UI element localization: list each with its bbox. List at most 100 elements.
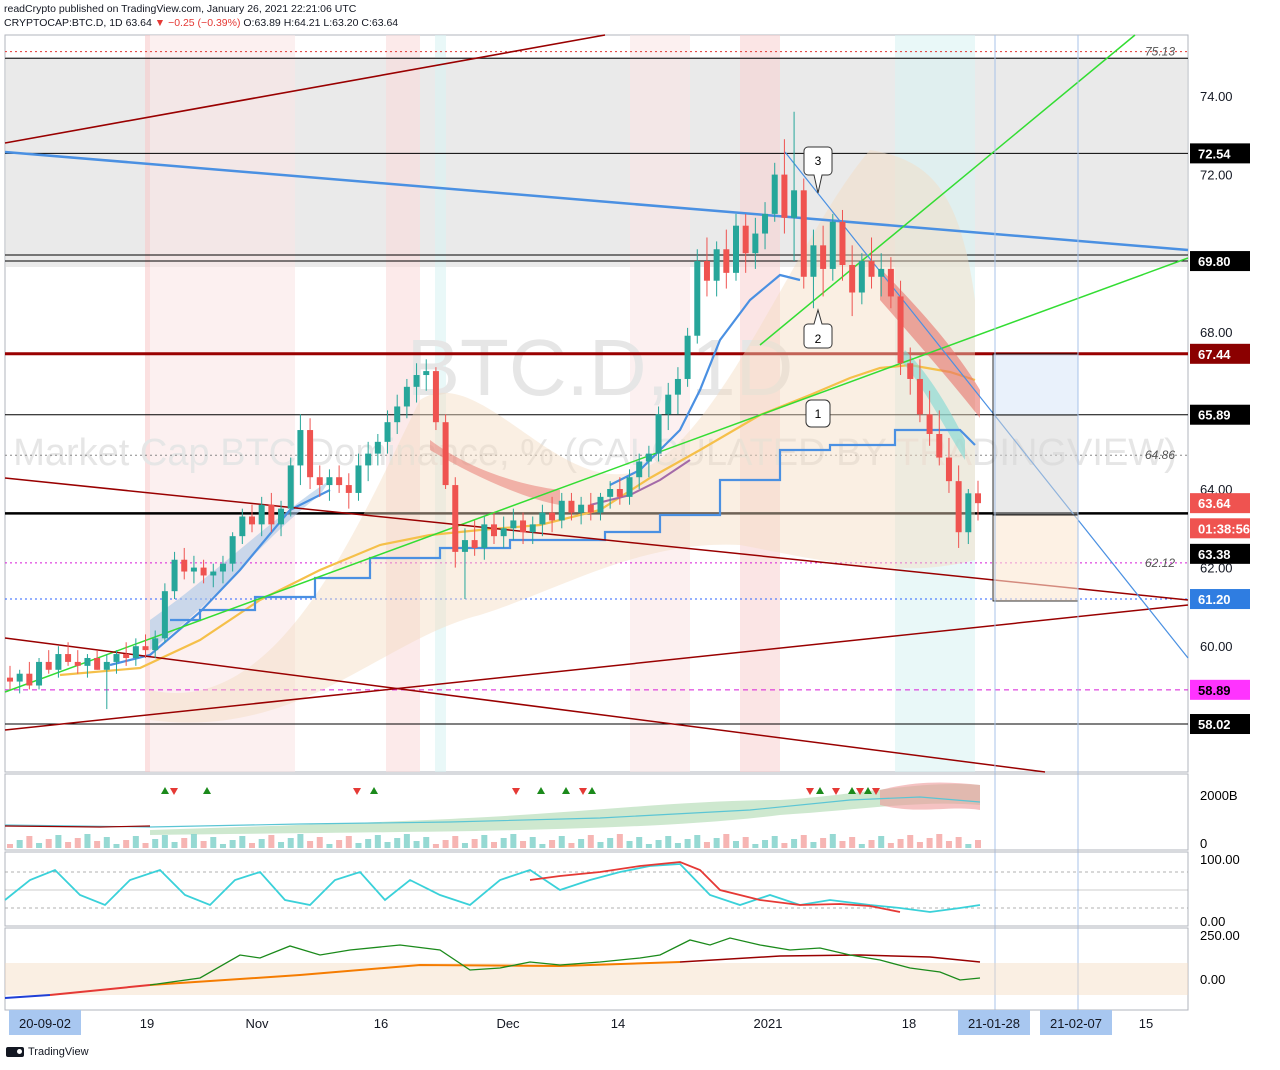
candle	[249, 504, 255, 533]
volume-bar	[442, 840, 449, 848]
trendline-darkred-down2	[4, 637, 1046, 773]
volume-bar	[336, 840, 343, 848]
candle	[500, 516, 507, 548]
candle	[674, 367, 681, 415]
candle-body	[510, 520, 517, 529]
price-label-bg	[1190, 143, 1250, 164]
candle-body	[975, 493, 981, 504]
candle	[268, 492, 275, 533]
watermark-symbol: BTC.D, 1D	[407, 323, 794, 412]
oscillator-pane-frame	[4, 851, 1189, 927]
candle-body	[316, 477, 323, 486]
candle	[887, 257, 894, 309]
candle	[152, 630, 159, 658]
signal-up-icon	[562, 787, 570, 794]
signal-band-0	[145, 35, 150, 772]
signal-up-icon	[864, 787, 872, 794]
candles	[7, 111, 981, 710]
candle-body	[558, 500, 565, 521]
trendline-darkred-down1	[4, 477, 1189, 601]
candle	[849, 245, 856, 317]
volume-bar	[200, 841, 207, 848]
ohlc-close: C:63.64	[361, 17, 399, 29]
candle	[713, 241, 720, 297]
time-axis[interactable]: 20-09-02 19 Nov 16 Dec 14 2021 18 21-01-28 21-02-…	[9, 1010, 1153, 1035]
volume-signal-line	[4, 796, 981, 828]
candle-body	[694, 261, 701, 336]
volume-bar	[65, 842, 72, 848]
candle	[394, 394, 401, 434]
candle	[762, 202, 769, 250]
price-label-bg	[1190, 493, 1250, 514]
candle-body	[491, 524, 497, 537]
candle-body	[26, 673, 33, 686]
red-ribbon-2	[430, 440, 560, 505]
candle-body	[152, 638, 159, 651]
candle-body	[878, 268, 885, 277]
candle	[510, 508, 517, 541]
volume-bar	[752, 844, 759, 848]
osc-axis-100: 100.00	[1200, 852, 1240, 867]
candle	[219, 555, 226, 584]
volume-bar	[936, 834, 943, 848]
volume-bar	[568, 843, 575, 848]
candle	[123, 642, 130, 666]
volume-bar	[703, 842, 710, 848]
candle-body	[945, 457, 952, 482]
main-pane-frame	[4, 34, 1189, 773]
volume-bar	[74, 838, 81, 848]
candle	[829, 213, 836, 281]
candle	[781, 139, 788, 234]
projection-box-blue	[992, 353, 1079, 416]
volume-bar	[345, 836, 352, 848]
ohlc-low: L:63.20	[323, 17, 359, 29]
candle	[55, 646, 62, 678]
volume-bar	[113, 844, 120, 848]
volume-bar	[858, 844, 865, 848]
candle-body	[529, 524, 536, 533]
watermark-description: Market Cap BTC Dominance, % (CALCULATED …	[13, 432, 1177, 474]
candle	[481, 516, 488, 560]
candle	[752, 217, 759, 269]
volume-bar	[16, 840, 23, 848]
volume-bar	[587, 835, 594, 848]
candle	[374, 433, 381, 466]
signal-band-3	[435, 35, 446, 772]
candle-body	[926, 414, 933, 434]
volume-bar	[771, 836, 778, 848]
volume-bar	[374, 835, 381, 848]
price-tick: 74.00	[1200, 89, 1233, 104]
volume-bar	[365, 839, 372, 848]
candle-body	[858, 261, 865, 293]
price-axis[interactable]: 74.0072.0068.0064.0062.0060.0075.1372.54…	[1145, 45, 1250, 735]
signal-up-icon	[816, 787, 824, 794]
candle-body	[500, 528, 507, 537]
candle-body	[539, 512, 546, 525]
callout-3-text: 3	[815, 154, 822, 168]
candle	[655, 406, 662, 462]
red-ribbon	[880, 268, 980, 418]
volume-bar	[142, 843, 149, 848]
candle-body	[442, 422, 449, 486]
candle	[878, 253, 885, 297]
volume-bar	[897, 839, 904, 848]
volume-bar	[907, 835, 914, 848]
candle-body	[713, 249, 720, 281]
volume-bar	[219, 844, 226, 848]
volume-bar	[132, 836, 139, 848]
trendline-darkred-top	[4, 34, 606, 144]
candle	[936, 410, 943, 466]
signal-down-icon	[579, 788, 587, 795]
candle	[161, 583, 168, 643]
callout-1-text: 1	[815, 407, 822, 421]
volume-bar	[597, 842, 604, 848]
price-label: 75.13	[1145, 45, 1175, 59]
candle	[16, 669, 23, 694]
candle-body	[636, 461, 643, 478]
teal-ribbon	[900, 350, 965, 460]
candle	[181, 547, 188, 580]
volume-bar	[965, 844, 972, 848]
signal-up-icon	[203, 787, 211, 794]
signal-band-2	[386, 35, 420, 772]
